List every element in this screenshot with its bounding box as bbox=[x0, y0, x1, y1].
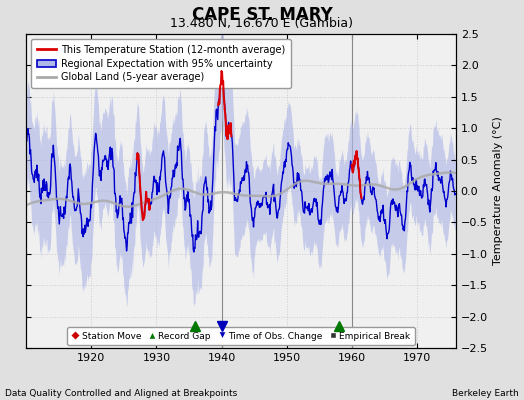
Text: 13.480 N, 16.670 E (Gambia): 13.480 N, 16.670 E (Gambia) bbox=[170, 17, 354, 30]
Text: CAPE ST. MARY: CAPE ST. MARY bbox=[192, 6, 332, 24]
Legend: Station Move, Record Gap, Time of Obs. Change, Empirical Break: Station Move, Record Gap, Time of Obs. C… bbox=[67, 327, 415, 345]
Text: Berkeley Earth: Berkeley Earth bbox=[452, 389, 519, 398]
Text: Data Quality Controlled and Aligned at Breakpoints: Data Quality Controlled and Aligned at B… bbox=[5, 389, 237, 398]
Y-axis label: Temperature Anomaly (°C): Temperature Anomaly (°C) bbox=[494, 117, 504, 265]
